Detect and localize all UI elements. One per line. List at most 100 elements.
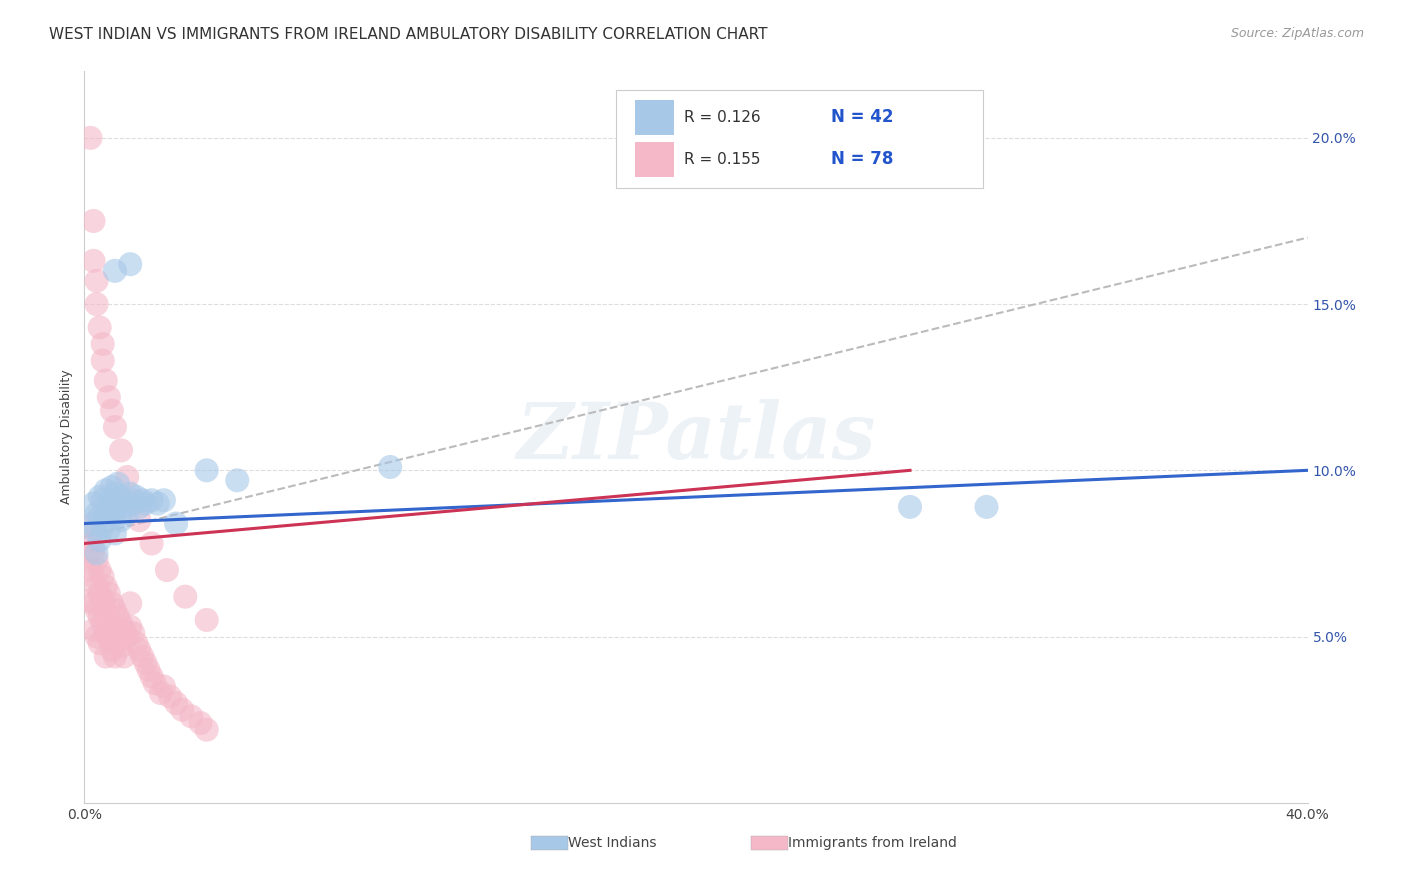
Point [89, 636, 111, 650]
Point [112, 500, 135, 514]
Point [86, 546, 108, 560]
Text: Immigrants from Ireland: Immigrants from Ireland [787, 836, 956, 850]
Point [101, 596, 124, 610]
Point [104, 603, 127, 617]
Point [91, 337, 114, 351]
Point [97, 609, 120, 624]
Point [83, 214, 105, 228]
Point [115, 507, 138, 521]
Point [112, 649, 135, 664]
Point [131, 649, 153, 664]
Bar [636, 100, 673, 135]
Point [97, 586, 120, 600]
Point [122, 497, 145, 511]
Point [153, 493, 176, 508]
Point [104, 649, 127, 664]
Point [83, 596, 105, 610]
Point [128, 500, 150, 514]
Point [107, 500, 129, 514]
FancyBboxPatch shape [616, 90, 983, 188]
Point [107, 476, 129, 491]
Point [104, 526, 127, 541]
Point [120, 486, 142, 500]
Point [115, 470, 138, 484]
Point [128, 643, 150, 657]
Point [110, 513, 132, 527]
Point [976, 500, 998, 514]
Point [83, 623, 105, 637]
Point [94, 603, 117, 617]
Point [135, 497, 157, 511]
Point [141, 536, 163, 550]
Point [122, 493, 145, 508]
Point [120, 619, 142, 633]
Point [91, 570, 114, 584]
Point [79, 563, 101, 577]
Bar [531, 836, 568, 850]
Point [89, 490, 111, 504]
Point [83, 570, 105, 584]
Text: West Indians: West Indians [568, 836, 657, 850]
Point [97, 632, 120, 647]
Point [97, 523, 120, 537]
Point [159, 690, 181, 704]
Point [107, 632, 129, 647]
Point [94, 483, 117, 498]
Point [135, 656, 157, 670]
Point [86, 630, 108, 644]
Point [131, 493, 153, 508]
Point [165, 696, 187, 710]
Point [107, 609, 129, 624]
Point [195, 723, 218, 737]
Point [91, 520, 114, 534]
Point [94, 507, 117, 521]
Text: N = 78: N = 78 [831, 150, 893, 168]
Point [143, 676, 166, 690]
Point [112, 623, 135, 637]
Point [89, 586, 111, 600]
Point [86, 297, 108, 311]
Point [97, 497, 120, 511]
Point [138, 663, 160, 677]
Point [226, 473, 249, 487]
Point [76, 520, 98, 534]
Point [101, 480, 124, 494]
Point [79, 533, 101, 548]
Point [174, 590, 197, 604]
Point [79, 131, 101, 145]
Point [97, 390, 120, 404]
Point [89, 609, 111, 624]
Text: R = 0.155: R = 0.155 [683, 152, 761, 167]
Point [94, 649, 117, 664]
Text: WEST INDIAN VS IMMIGRANTS FROM IRELAND AMBULATORY DISABILITY CORRELATION CHART: WEST INDIAN VS IMMIGRANTS FROM IRELAND A… [49, 27, 768, 42]
Point [86, 274, 108, 288]
Point [83, 497, 105, 511]
Point [115, 630, 138, 644]
Point [172, 703, 194, 717]
Point [122, 626, 145, 640]
Y-axis label: Ambulatory Disability: Ambulatory Disability [60, 370, 73, 504]
Point [94, 374, 117, 388]
Point [898, 500, 921, 514]
Point [153, 680, 176, 694]
Point [149, 686, 172, 700]
Point [86, 507, 108, 521]
Point [79, 593, 101, 607]
Point [380, 460, 402, 475]
Point [146, 497, 169, 511]
Point [110, 443, 132, 458]
Point [141, 493, 163, 508]
Point [91, 353, 114, 368]
Point [83, 523, 105, 537]
Point [94, 580, 117, 594]
Point [83, 543, 105, 558]
Point [86, 553, 108, 567]
Point [89, 563, 111, 577]
Point [125, 490, 148, 504]
Point [86, 603, 108, 617]
Point [141, 669, 163, 683]
Point [156, 563, 179, 577]
Point [110, 616, 132, 631]
Text: N = 42: N = 42 [831, 109, 893, 127]
Point [91, 616, 114, 631]
